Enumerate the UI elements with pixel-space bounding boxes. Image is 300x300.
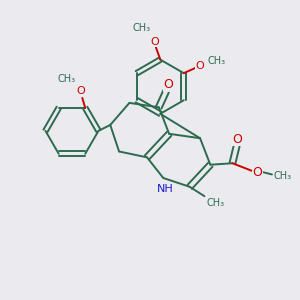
Text: O: O [150, 37, 159, 47]
Text: O: O [76, 86, 85, 96]
Text: O: O [252, 166, 262, 179]
Text: O: O [232, 133, 242, 146]
Text: CH₃: CH₃ [57, 74, 75, 84]
Text: O: O [196, 61, 204, 71]
Text: CH₃: CH₃ [207, 56, 225, 66]
Text: CH₃: CH₃ [273, 171, 291, 181]
Text: NH: NH [157, 184, 174, 194]
Text: CH₃: CH₃ [132, 23, 150, 33]
Text: CH₃: CH₃ [207, 198, 225, 208]
Text: O: O [164, 78, 173, 91]
